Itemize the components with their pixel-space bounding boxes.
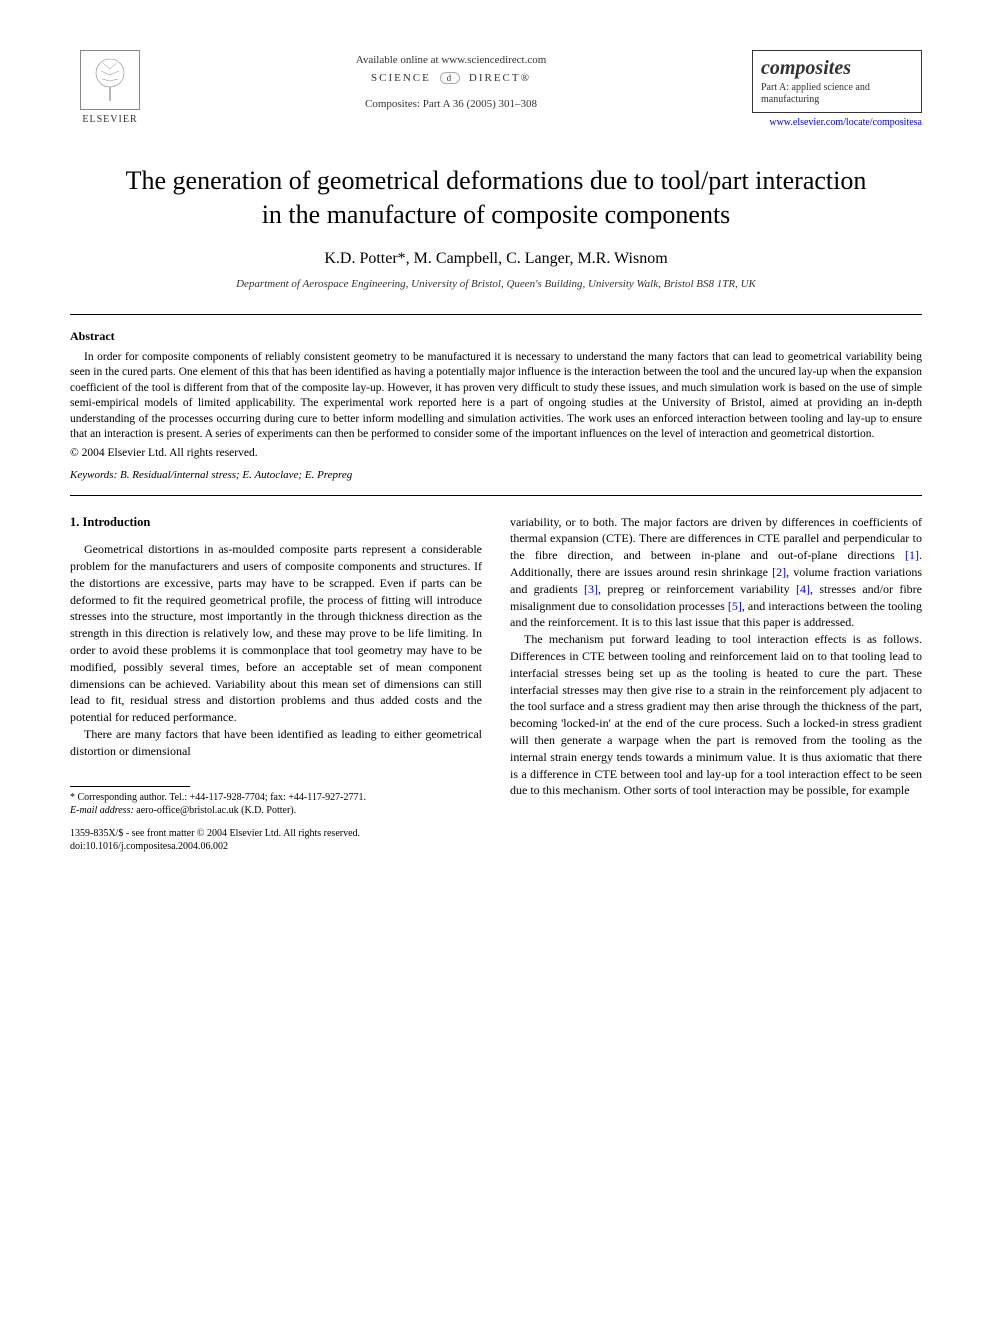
sd-d-icon: d: [440, 72, 461, 84]
ref-1[interactable]: [1]: [905, 548, 919, 562]
ref-2[interactable]: [2]: [772, 565, 786, 579]
col2-p1d: , prepreg or reinforcement variability: [598, 582, 796, 596]
available-online-text: Available online at www.sciencedirect.co…: [150, 54, 752, 66]
journal-link[interactable]: www.elsevier.com/locate/compositesa: [752, 117, 922, 128]
elsevier-label: ELSEVIER: [82, 114, 137, 125]
column-left: 1. Introduction Geometrical distortions …: [70, 514, 482, 853]
journal-reference: Composites: Part A 36 (2005) 301–308: [150, 98, 752, 110]
col1-para-1: Geometrical distortions in as-moulded co…: [70, 541, 482, 726]
abstract-text: In order for composite components of rel…: [70, 350, 922, 443]
header-row: ELSEVIER Available online at www.science…: [70, 50, 922, 140]
elsevier-tree-icon: [80, 50, 140, 110]
publisher-logo: ELSEVIER: [70, 50, 150, 140]
col2-p1a: variability, or to both. The major facto…: [510, 515, 922, 563]
rule-bottom: [70, 495, 922, 496]
footnote-corresponding: * Corresponding author. Tel.: +44-117-92…: [70, 791, 482, 804]
authors: K.D. Potter*, M. Campbell, C. Langer, M.…: [70, 250, 922, 268]
journal-subtitle: Part A: applied science and manufacturin…: [761, 82, 913, 106]
ref-3[interactable]: [3]: [584, 582, 598, 596]
ref-4[interactable]: [4]: [796, 582, 810, 596]
abstract-heading: Abstract: [70, 329, 922, 344]
keywords-text: B. Residual/internal stress; E. Autoclav…: [117, 469, 352, 481]
footnote-email-label: E-mail address:: [70, 805, 134, 816]
column-right: variability, or to both. The major facto…: [510, 514, 922, 853]
science-direct-logo: SCIENCE d DIRECT®: [150, 72, 752, 84]
abstract-body: In order for composite components of rel…: [70, 351, 922, 441]
ref-5[interactable]: [5]: [728, 599, 742, 613]
journal-box-wrapper: composites Part A: applied science and m…: [752, 50, 922, 128]
article-title: The generation of geometrical deformatio…: [70, 164, 922, 232]
copyright-line: © 2004 Elsevier Ltd. All rights reserved…: [70, 447, 922, 459]
footnote-rule: [70, 786, 190, 787]
col2-para-2: The mechanism put forward leading to too…: [510, 631, 922, 799]
footer-issn: 1359-835X/$ - see front matter © 2004 El…: [70, 827, 482, 840]
rule-top: [70, 314, 922, 315]
keywords-line: Keywords: B. Residual/internal stress; E…: [70, 469, 922, 481]
body-columns: 1. Introduction Geometrical distortions …: [70, 514, 922, 853]
col2-para-1: variability, or to both. The major facto…: [510, 514, 922, 632]
affiliation: Department of Aerospace Engineering, Uni…: [70, 278, 922, 290]
keywords-label: Keywords:: [70, 469, 117, 481]
footnote-email: E-mail address: aero-office@bristol.ac.u…: [70, 804, 482, 817]
col1-para-2: There are many factors that have been id…: [70, 726, 482, 760]
section-1-heading: 1. Introduction: [70, 514, 482, 532]
journal-name: composites: [761, 57, 913, 80]
sd-left: SCIENCE: [371, 72, 431, 84]
footnote-email-value: aero-office@bristol.ac.uk (K.D. Potter).: [134, 805, 296, 816]
footer-doi: doi:10.1016/j.compositesa.2004.06.002: [70, 840, 482, 853]
title-line-2: in the manufacture of composite componen…: [262, 200, 731, 229]
sd-right: DIRECT®: [469, 72, 531, 84]
journal-box: composites Part A: applied science and m…: [752, 50, 922, 113]
center-header: Available online at www.sciencedirect.co…: [150, 50, 752, 110]
title-line-1: The generation of geometrical deformatio…: [126, 166, 867, 195]
